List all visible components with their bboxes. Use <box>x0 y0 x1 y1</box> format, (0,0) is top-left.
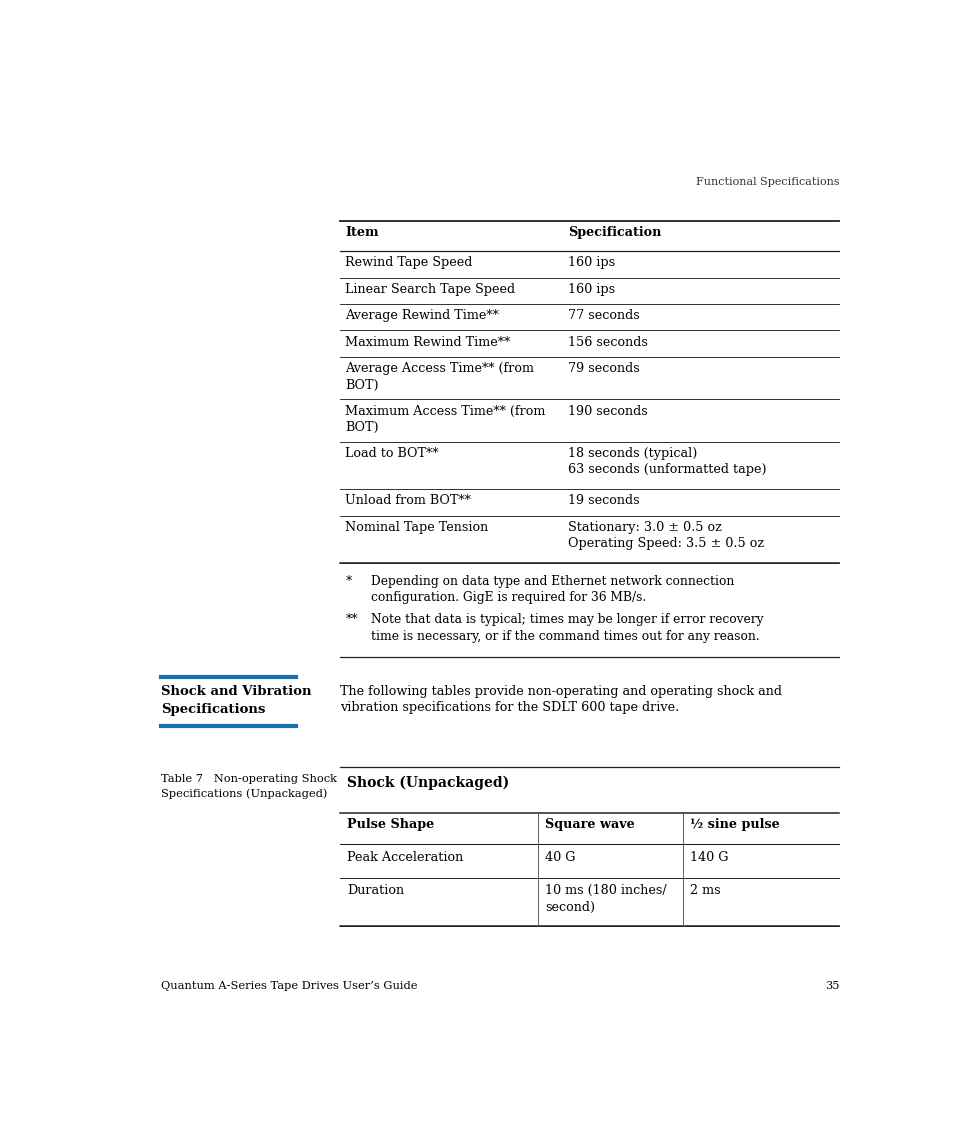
Text: *: * <box>345 575 352 587</box>
Text: Item: Item <box>345 226 378 238</box>
Text: Nominal Tape Tension: Nominal Tape Tension <box>345 521 488 534</box>
Text: Rewind Tape Speed: Rewind Tape Speed <box>345 256 473 269</box>
Text: Maximum Rewind Time**: Maximum Rewind Time** <box>345 335 510 349</box>
Text: Average Rewind Time**: Average Rewind Time** <box>345 309 498 323</box>
Text: 77 seconds: 77 seconds <box>567 309 639 323</box>
Text: Linear Search Tape Speed: Linear Search Tape Speed <box>345 283 515 295</box>
Text: 160 ips: 160 ips <box>567 256 615 269</box>
Text: vibration specifications for the SDLT 600 tape drive.: vibration specifications for the SDLT 60… <box>339 701 679 713</box>
Text: 10 ms (180 inches/
second): 10 ms (180 inches/ second) <box>544 884 666 914</box>
Text: Shock and Vibration: Shock and Vibration <box>160 685 311 698</box>
Text: 19 seconds: 19 seconds <box>567 495 639 507</box>
Text: Shock (Unpackaged): Shock (Unpackaged) <box>347 775 509 790</box>
Text: Depending on data type and Ethernet network connection
configuration. GigE is re: Depending on data type and Ethernet netw… <box>370 575 733 605</box>
Text: Specifications (Unpackaged): Specifications (Unpackaged) <box>160 788 327 798</box>
Text: Square wave: Square wave <box>544 818 634 831</box>
Text: ½ sine pulse: ½ sine pulse <box>689 818 779 831</box>
Text: Table 7   Non-operating Shock: Table 7 Non-operating Shock <box>160 774 336 784</box>
Text: Peak Acceleration: Peak Acceleration <box>347 851 463 863</box>
Text: 190 seconds: 190 seconds <box>567 404 647 418</box>
Text: Quantum A-Series Tape Drives User’s Guide: Quantum A-Series Tape Drives User’s Guid… <box>160 981 416 990</box>
Text: 18 seconds (typical)
63 seconds (unformatted tape): 18 seconds (typical) 63 seconds (unforma… <box>567 447 766 476</box>
Text: Load to BOT**: Load to BOT** <box>345 447 438 460</box>
Text: Average Access Time** (from
BOT): Average Access Time** (from BOT) <box>345 362 534 392</box>
Text: 140 G: 140 G <box>689 851 728 863</box>
Text: Specification: Specification <box>567 226 660 238</box>
Text: Maximum Access Time** (from
BOT): Maximum Access Time** (from BOT) <box>345 404 545 434</box>
Text: The following tables provide non-operating and operating shock and: The following tables provide non-operati… <box>339 685 781 698</box>
Text: Stationary: 3.0 ± 0.5 oz
Operating Speed: 3.5 ± 0.5 oz: Stationary: 3.0 ± 0.5 oz Operating Speed… <box>567 521 763 551</box>
Text: 2 ms: 2 ms <box>689 884 720 898</box>
Text: Specifications: Specifications <box>160 703 265 717</box>
Text: 160 ips: 160 ips <box>567 283 615 295</box>
Text: Note that data is typical; times may be longer if error recovery
time is necessa: Note that data is typical; times may be … <box>370 614 762 643</box>
Text: Unload from BOT**: Unload from BOT** <box>345 495 471 507</box>
Text: **: ** <box>345 614 357 626</box>
Text: 79 seconds: 79 seconds <box>567 362 639 376</box>
Text: Duration: Duration <box>347 884 404 898</box>
Text: 35: 35 <box>824 981 839 990</box>
Text: Functional Specifications: Functional Specifications <box>695 177 839 187</box>
Text: 156 seconds: 156 seconds <box>567 335 647 349</box>
Text: Pulse Shape: Pulse Shape <box>347 818 434 831</box>
Text: 40 G: 40 G <box>544 851 575 863</box>
